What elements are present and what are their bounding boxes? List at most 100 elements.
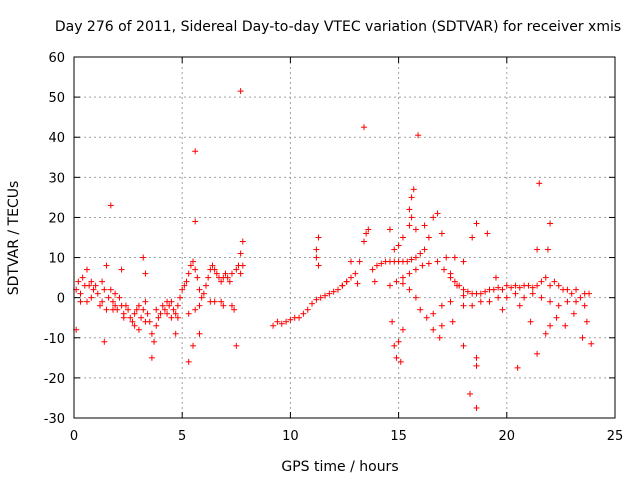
data-point	[211, 266, 218, 273]
plot-frame	[73, 56, 616, 419]
data-point	[512, 282, 519, 289]
data-point	[514, 364, 521, 371]
data-point	[373, 262, 380, 269]
data-point	[131, 322, 138, 329]
data-point	[187, 262, 194, 269]
data-point	[586, 290, 593, 297]
data-point	[406, 286, 413, 293]
data-point	[436, 334, 443, 341]
data-point	[473, 220, 480, 227]
data-point	[564, 286, 571, 293]
data-point	[237, 250, 244, 257]
data-point	[412, 226, 419, 233]
y-tick-label: 0	[57, 292, 65, 307]
data-point	[112, 290, 119, 297]
x-tick-label: 25	[607, 429, 624, 444]
data-point	[185, 270, 192, 277]
data-point	[144, 310, 151, 317]
chart-title: Day 276 of 2011, Sidereal Day-to-day VTE…	[55, 19, 621, 35]
data-point	[399, 274, 406, 281]
data-point	[399, 326, 406, 333]
data-point	[88, 278, 95, 285]
data-point	[581, 302, 588, 309]
data-point	[536, 180, 543, 187]
data-point	[527, 318, 534, 325]
axis-tick-labels: 0 5 10 15 20 25 -30 -20 -10 0 10 20 30 40 50 60	[44, 51, 624, 444]
data-point	[404, 258, 411, 265]
data-point	[393, 278, 400, 285]
data-point	[389, 318, 396, 325]
data-point	[213, 270, 220, 277]
data-point	[577, 294, 584, 301]
data-point	[415, 132, 422, 139]
data-point	[434, 210, 441, 217]
data-point	[142, 298, 149, 305]
data-point	[164, 310, 171, 317]
data-point	[103, 262, 110, 269]
data-point	[579, 334, 586, 341]
data-point	[237, 88, 244, 95]
data-point	[477, 290, 484, 297]
data-point	[166, 302, 173, 309]
data-point	[397, 358, 404, 365]
data-point	[438, 322, 445, 329]
data-point	[129, 318, 136, 325]
data-point	[395, 338, 402, 345]
data-point	[185, 310, 192, 317]
data-point	[133, 306, 140, 313]
data-point	[278, 320, 285, 327]
data-point	[503, 282, 510, 289]
data-point	[185, 358, 192, 365]
x-tick-label: 10	[282, 429, 299, 444]
data-point	[371, 278, 378, 285]
data-point	[544, 246, 551, 253]
data-point	[473, 354, 480, 361]
data-point	[499, 286, 506, 293]
data-point	[343, 278, 350, 285]
data-point	[360, 124, 367, 131]
data-point	[438, 302, 445, 309]
data-point	[109, 298, 116, 305]
axis-ticks	[73, 56, 616, 419]
data-point	[79, 274, 86, 281]
data-point	[406, 270, 413, 277]
data-point	[177, 294, 184, 301]
data-point	[270, 322, 277, 329]
data-point	[454, 282, 461, 289]
data-point	[300, 310, 307, 317]
data-point	[406, 206, 413, 213]
data-point	[192, 218, 199, 225]
data-point	[153, 306, 160, 313]
data-point	[101, 338, 108, 345]
data-point	[138, 314, 145, 321]
data-point	[410, 186, 417, 193]
data-point	[77, 298, 84, 305]
data-point	[296, 314, 303, 321]
data-point	[99, 298, 106, 305]
data-point	[120, 314, 127, 321]
y-tick-label: 10	[48, 252, 65, 267]
data-point	[151, 338, 158, 345]
data-point	[562, 322, 569, 329]
data-point	[140, 254, 147, 261]
data-point	[441, 266, 448, 273]
data-point	[339, 282, 346, 289]
data-point	[534, 246, 541, 253]
data-point	[161, 306, 168, 313]
data-point	[490, 286, 497, 293]
data-point	[220, 302, 227, 309]
data-point	[196, 302, 203, 309]
data-point	[127, 314, 134, 321]
data-point	[198, 294, 205, 301]
data-point	[534, 350, 541, 357]
data-point	[499, 306, 506, 313]
data-point	[408, 194, 415, 201]
data-point	[393, 354, 400, 361]
data-point	[347, 274, 354, 281]
data-point	[425, 234, 432, 241]
data-point	[192, 306, 199, 313]
data-point	[555, 302, 562, 309]
data-point	[335, 286, 342, 293]
data-point	[88, 294, 95, 301]
